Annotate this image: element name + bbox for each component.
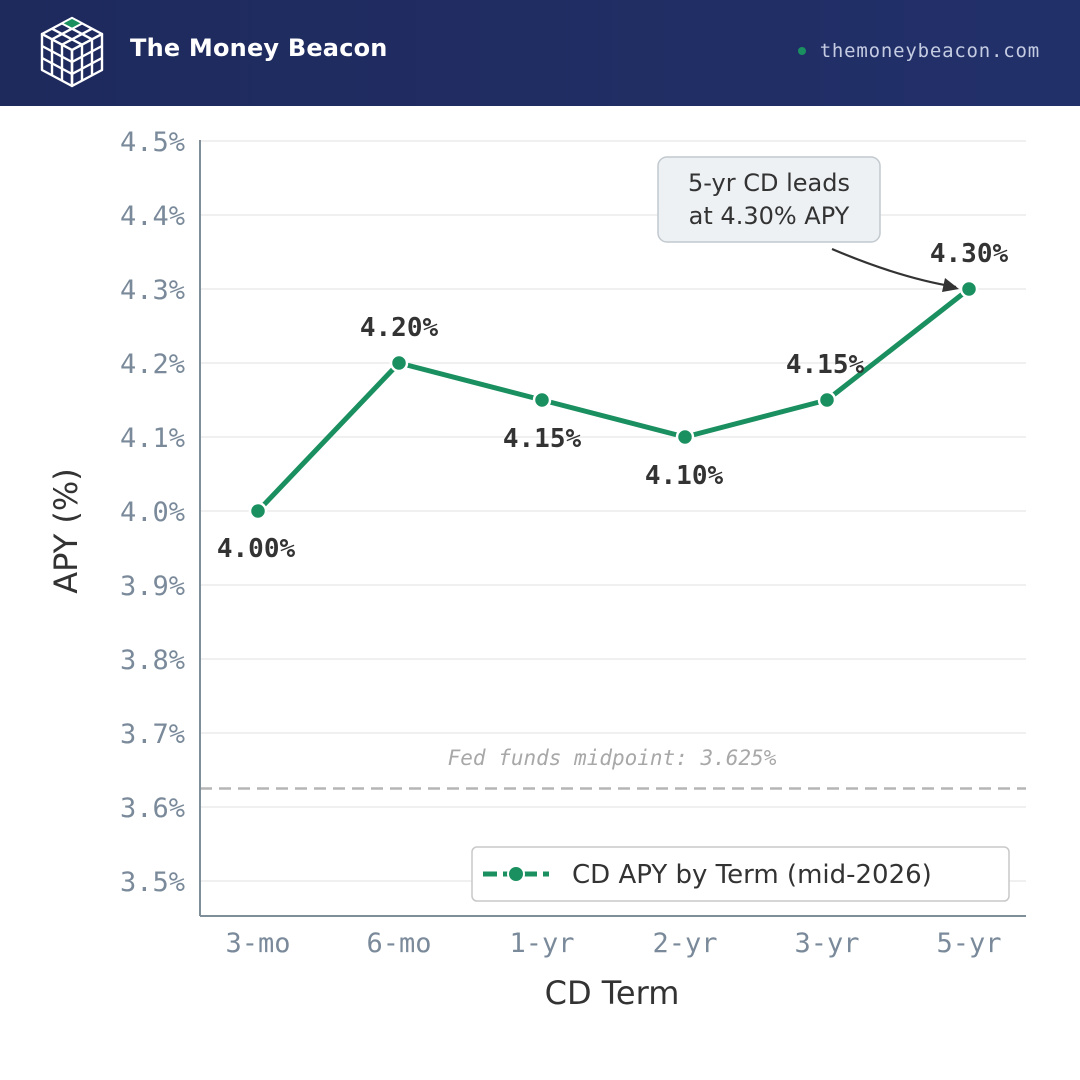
data-point[interactable] xyxy=(959,279,979,299)
legend-box xyxy=(471,846,1010,902)
annotation-box xyxy=(657,156,881,243)
x-tick-label: 6-mo xyxy=(366,928,431,959)
grid-lines xyxy=(200,140,1026,882)
header-bar: The Money Beacon themoneybeacon.com xyxy=(0,0,1080,106)
data-point[interactable] xyxy=(532,390,552,410)
y-tick-label: 4.5% xyxy=(120,127,185,158)
data-label: 4.10% xyxy=(645,461,724,491)
data-point[interactable] xyxy=(817,390,837,410)
data-label: 4.00% xyxy=(217,534,296,564)
y-tick-labels: 3.5% 3.6% 3.7% 3.8% 3.9% 4.0% 4.1% 4.2% 4.3% 4.4%… xyxy=(120,127,185,898)
y-tick-label: 4.1% xyxy=(120,423,185,454)
data-label: 4.15% xyxy=(786,350,865,380)
y-tick-label: 4.0% xyxy=(120,497,185,528)
y-tick-label: 4.3% xyxy=(120,275,185,306)
data-label: 4.30% xyxy=(930,239,1009,269)
annotation-text: 5-yr CD leads xyxy=(688,169,850,197)
y-tick-label: 3.8% xyxy=(120,645,185,676)
y-tick-label: 3.9% xyxy=(120,571,185,602)
legend: CD APY by Term (mid-2026) xyxy=(471,846,1010,902)
y-tick-label: 3.5% xyxy=(120,867,185,898)
series-line xyxy=(255,286,972,514)
brand-name: The Money Beacon xyxy=(130,34,388,62)
data-label: 4.15% xyxy=(503,424,582,454)
series-group xyxy=(248,279,979,521)
axes xyxy=(199,140,1026,917)
x-tick-labels: 3-mo 6-mo 1-yr 2-yr 3-yr 5-yr xyxy=(225,928,1001,959)
reference-line-group: Fed funds midpoint: 3.625% xyxy=(200,746,1026,790)
y-axis-label: APY (%) xyxy=(47,468,85,594)
site-url[interactable]: themoneybeacon.com xyxy=(819,40,1040,62)
x-axis-label: CD Term xyxy=(545,974,680,1012)
cube-grid-icon xyxy=(40,16,104,88)
legend-marker-icon xyxy=(507,865,525,883)
y-tick-label: 3.6% xyxy=(120,793,185,824)
x-tick-label: 3-yr xyxy=(794,928,859,959)
x-tick-label: 1-yr xyxy=(509,928,574,959)
y-tick-label: 3.7% xyxy=(120,719,185,750)
status-dot-icon xyxy=(797,47,806,55)
data-point[interactable] xyxy=(675,427,695,447)
y-tick-label: 4.4% xyxy=(120,201,185,232)
data-point[interactable] xyxy=(248,501,268,521)
reference-line-label: Fed funds midpoint: 3.625% xyxy=(448,746,777,770)
legend-label: CD APY by Term (mid-2026) xyxy=(572,860,932,890)
data-point[interactable] xyxy=(389,353,409,373)
y-tick-label: 4.2% xyxy=(120,349,185,380)
annotation-text: at 4.30% APY xyxy=(689,202,850,230)
point-labels: 4.00% 4.20% 4.15% 4.10% 4.15% 4.30% xyxy=(217,239,1009,564)
data-label: 4.20% xyxy=(360,313,439,343)
x-tick-label: 2-yr xyxy=(652,928,717,959)
arrow-head-icon xyxy=(942,278,959,292)
site-url-wrap[interactable]: themoneybeacon.com xyxy=(797,40,1040,62)
annotation-arrow xyxy=(831,247,957,289)
x-tick-label: 3-mo xyxy=(225,928,290,959)
annotation-group: 5-yr CD leads at 4.30% APY xyxy=(657,156,959,292)
x-tick-label: 5-yr xyxy=(936,928,1001,959)
